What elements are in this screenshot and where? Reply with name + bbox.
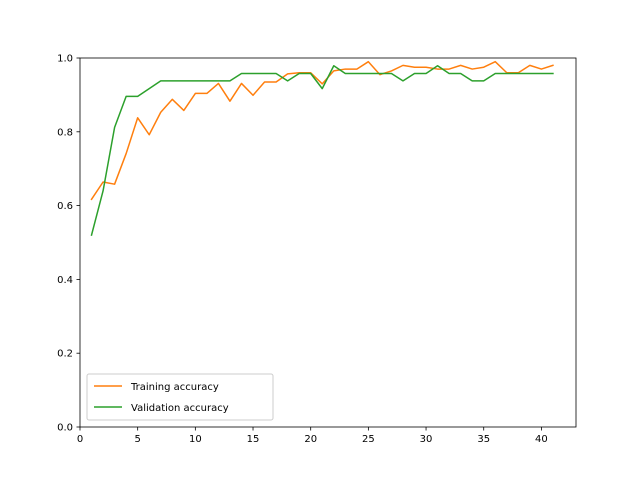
x-tick-label: 30 xyxy=(420,434,433,445)
y-tick-label: 0.4 xyxy=(57,275,73,286)
x-tick-label: 10 xyxy=(189,434,202,445)
legend-box xyxy=(86,373,274,421)
x-axis: 0 5 10 15 20 25 30 35 40 xyxy=(77,427,548,445)
x-tick-label: 25 xyxy=(362,434,375,445)
y-tick-label: 0.8 xyxy=(57,127,73,138)
y-tick-label: 1.0 xyxy=(57,54,73,65)
legend-label: Validation accuracy xyxy=(131,403,229,414)
legend: Training accuracy Validation accuracy xyxy=(86,373,274,421)
series-line-training-accuracy xyxy=(90,60,554,201)
x-tick-label: 5 xyxy=(134,434,140,445)
legend-label: Training accuracy xyxy=(130,382,219,393)
x-tick-label: 20 xyxy=(304,434,317,445)
x-tick-label: 35 xyxy=(477,434,490,445)
x-tick-label: 40 xyxy=(535,434,548,445)
x-tick-label: 15 xyxy=(247,434,260,445)
series-layer xyxy=(90,60,554,237)
y-tick-label: 0.2 xyxy=(57,349,73,360)
axes-frame xyxy=(79,57,577,428)
y-tick-label: 0.6 xyxy=(57,201,73,212)
x-tick-label: 0 xyxy=(77,434,83,445)
y-tick-label: 0.0 xyxy=(57,423,73,434)
y-axis: 0.0 0.2 0.4 0.6 0.8 1.0 xyxy=(57,54,80,434)
series-line-validation-accuracy xyxy=(90,65,554,237)
